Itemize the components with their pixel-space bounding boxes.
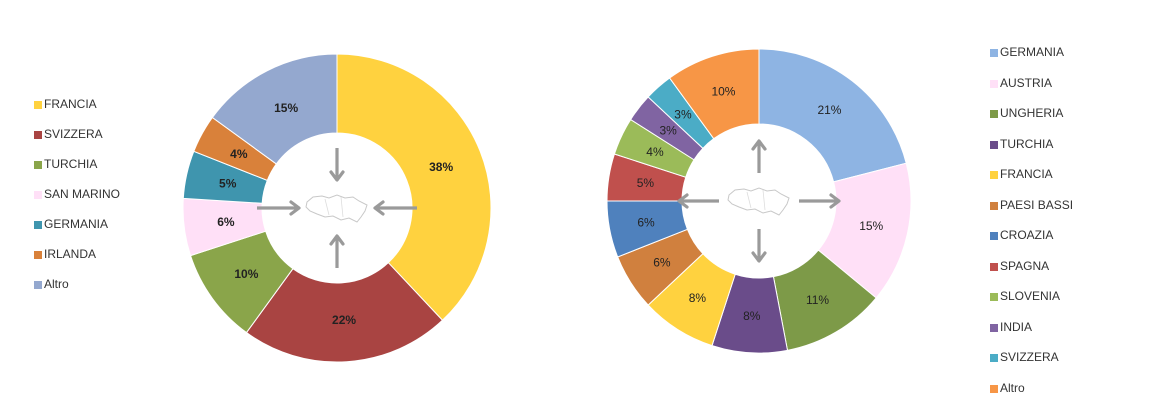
slice-altro (211, 53, 338, 165)
legend-swatch (990, 79, 998, 88)
slice-label-croazia: 6% (637, 216, 655, 230)
arrow-icon (751, 229, 767, 263)
legend-label: GERMANIA (1000, 45, 1065, 59)
arrow-icon (257, 200, 301, 216)
slice-label-austria: 15% (859, 219, 883, 233)
arrow-icon (677, 193, 719, 209)
legend-swatch (990, 293, 998, 301)
legend-label: PAESI BASSI (1000, 197, 1074, 212)
legend-swatch (34, 191, 42, 199)
legend-label: TURCHIA (44, 157, 98, 171)
slice-label-san-marino: 6% (217, 215, 235, 229)
legend-label: TURCHIA (1000, 136, 1054, 151)
slice-altro (668, 48, 760, 140)
slice-label-irlanda: 4% (230, 147, 248, 161)
slice-germania (758, 48, 907, 183)
legend-label: SVIZZERA (1000, 350, 1059, 364)
slice-label-spagna: 5% (637, 176, 655, 190)
legend-swatch (34, 131, 42, 139)
slice-label-francia: 8% (689, 291, 707, 305)
legend-label: FRANCIA (44, 97, 97, 111)
slice-francia (336, 53, 492, 321)
slice-label-turchia: 10% (234, 267, 258, 281)
legend-swatch (990, 262, 998, 271)
legend-swatch (990, 354, 998, 362)
slice-label-turchia: 8% (743, 309, 761, 323)
legend-label: AUSTRIA (1000, 75, 1053, 90)
legend-swatch (34, 101, 42, 109)
arrow-icon (799, 193, 841, 209)
donut-chart-right: 21% 15% 11% 8% 8% 6% 6% 5% 4% 3% 3% 10% (606, 48, 912, 354)
legend-label: CROAZIA (1000, 228, 1054, 242)
legend-swatch (990, 323, 998, 332)
legend-label: GERMANIA (44, 217, 109, 231)
donut-chart-left: 38% 22% 10% 6% 5% 4% 15% (182, 53, 492, 363)
legend-swatch (990, 232, 998, 240)
slice-label-germania: 5% (219, 177, 237, 191)
legend-swatch (990, 110, 998, 118)
legend-label: SAN MARINO (44, 187, 121, 201)
slice-label-ungheria: 11% (806, 293, 829, 307)
legend-swatch (34, 161, 42, 169)
slice-label-svizzera: 22% (332, 313, 356, 327)
legend-swatch (34, 251, 42, 259)
slice-label-india: 3% (659, 124, 677, 138)
slice-label-altro: 10% (711, 85, 735, 99)
region-map-icon (305, 194, 368, 223)
region-map-icon (727, 187, 790, 216)
slice-label-slovenia: 4% (646, 145, 664, 159)
legend-swatch (990, 171, 998, 179)
slice-label-germania: 21% (817, 103, 841, 117)
arrow-icon (329, 148, 345, 182)
legend-label: FRANCIA (1000, 167, 1053, 181)
legend-label: IRLANDA (44, 247, 97, 261)
legend-label: SLOVENIA (1000, 289, 1061, 303)
slice-label-paesi-bassi: 6% (653, 256, 671, 270)
arrow-icon (329, 234, 345, 268)
legend-swatch (990, 140, 998, 149)
legend-swatch (990, 49, 998, 57)
arrow-icon (751, 139, 767, 173)
slice-label-svizzera: 3% (674, 108, 692, 122)
legend-swatch (34, 281, 42, 289)
legend-label: INDIA (1000, 319, 1033, 334)
legend-swatch (990, 201, 998, 210)
legend-label: UNGHERIA (1000, 106, 1064, 120)
legend-label: SVIZZERA (44, 127, 103, 141)
legend-label: Altro (44, 277, 69, 291)
slice-label-altro: 15% (274, 101, 298, 115)
arrow-icon (373, 200, 417, 216)
legend-label: Altro (1000, 380, 1025, 395)
legend-swatch (990, 384, 998, 393)
legend-swatch (34, 221, 42, 229)
slice-label-francia: 38% (429, 160, 453, 174)
legend-label: SPAGNA (1000, 258, 1050, 273)
slice-svizzera (245, 261, 444, 363)
